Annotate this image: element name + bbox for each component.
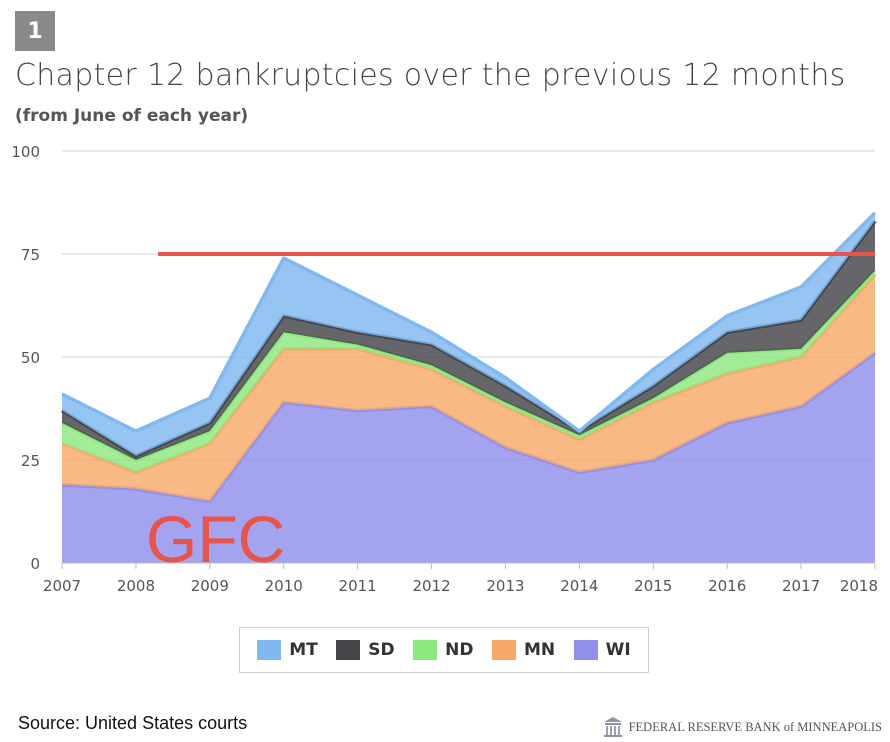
legend-swatch xyxy=(336,640,361,660)
x-tick-label: 2010 xyxy=(265,577,303,595)
legend-item-nd: ND xyxy=(413,640,473,660)
x-tick-label: 2013 xyxy=(486,577,524,595)
legend-swatch xyxy=(413,640,438,660)
x-tick-label: 2018 xyxy=(840,577,878,595)
legend-item-sd: SD xyxy=(336,640,395,660)
chart-subtitle: (from June of each year) xyxy=(15,106,249,126)
legend-item-mt: MT xyxy=(257,640,318,660)
x-tick-label: 2016 xyxy=(708,577,746,595)
legend-swatch xyxy=(257,640,282,660)
x-tick-label: 2017 xyxy=(782,577,820,595)
y-tick-label: 0 xyxy=(30,555,40,573)
y-tick-label: 50 xyxy=(21,349,40,367)
y-tick-label: 75 xyxy=(21,246,40,264)
x-tick-label: 2008 xyxy=(117,577,155,595)
area-series xyxy=(61,211,877,563)
legend-label: MT xyxy=(289,640,318,660)
source-note: Source: United States courts xyxy=(18,713,248,733)
area-mt xyxy=(62,212,875,456)
area-nd xyxy=(62,270,875,473)
legend-label: SD xyxy=(368,640,395,660)
gfc-annotation: GFC xyxy=(146,502,285,576)
legend-swatch xyxy=(573,640,598,660)
legend-item-wi: WI xyxy=(573,640,631,660)
legend-label: MN xyxy=(523,640,556,660)
x-tick-label: 2009 xyxy=(191,577,229,595)
federal-reserve-building-icon xyxy=(603,717,622,737)
legend-label: WI xyxy=(605,640,631,660)
x-tick-label: 2007 xyxy=(43,577,81,595)
chart-legend: MT SD ND MN WI xyxy=(239,627,649,673)
axes: 2007 2008 2009 2010 2011 2012 2013 2014 2015 2016… xyxy=(43,562,878,595)
line-mt xyxy=(61,211,877,433)
figure-number-badge: 1 xyxy=(15,11,55,51)
publisher-credit: FEDERAL RESERVE BANK of MINNEAPOLIS xyxy=(603,716,882,738)
chart-title: Chapter 12 bankruptcies over the previou… xyxy=(15,58,846,93)
x-tick-label: 2011 xyxy=(339,577,377,595)
y-tick-label: 25 xyxy=(21,452,40,470)
legend-swatch xyxy=(491,640,516,660)
x-tick-label: 2012 xyxy=(412,577,450,595)
area-wi xyxy=(62,352,875,563)
x-tick-label: 2014 xyxy=(560,577,598,595)
publisher-name: FEDERAL RESERVE BANK of MINNEAPOLIS xyxy=(628,719,882,734)
legend-item-mn: MN xyxy=(491,640,556,660)
legend-label: ND xyxy=(445,640,474,660)
y-tick-label: 100 xyxy=(11,143,40,161)
x-tick-label: 2015 xyxy=(634,577,672,595)
